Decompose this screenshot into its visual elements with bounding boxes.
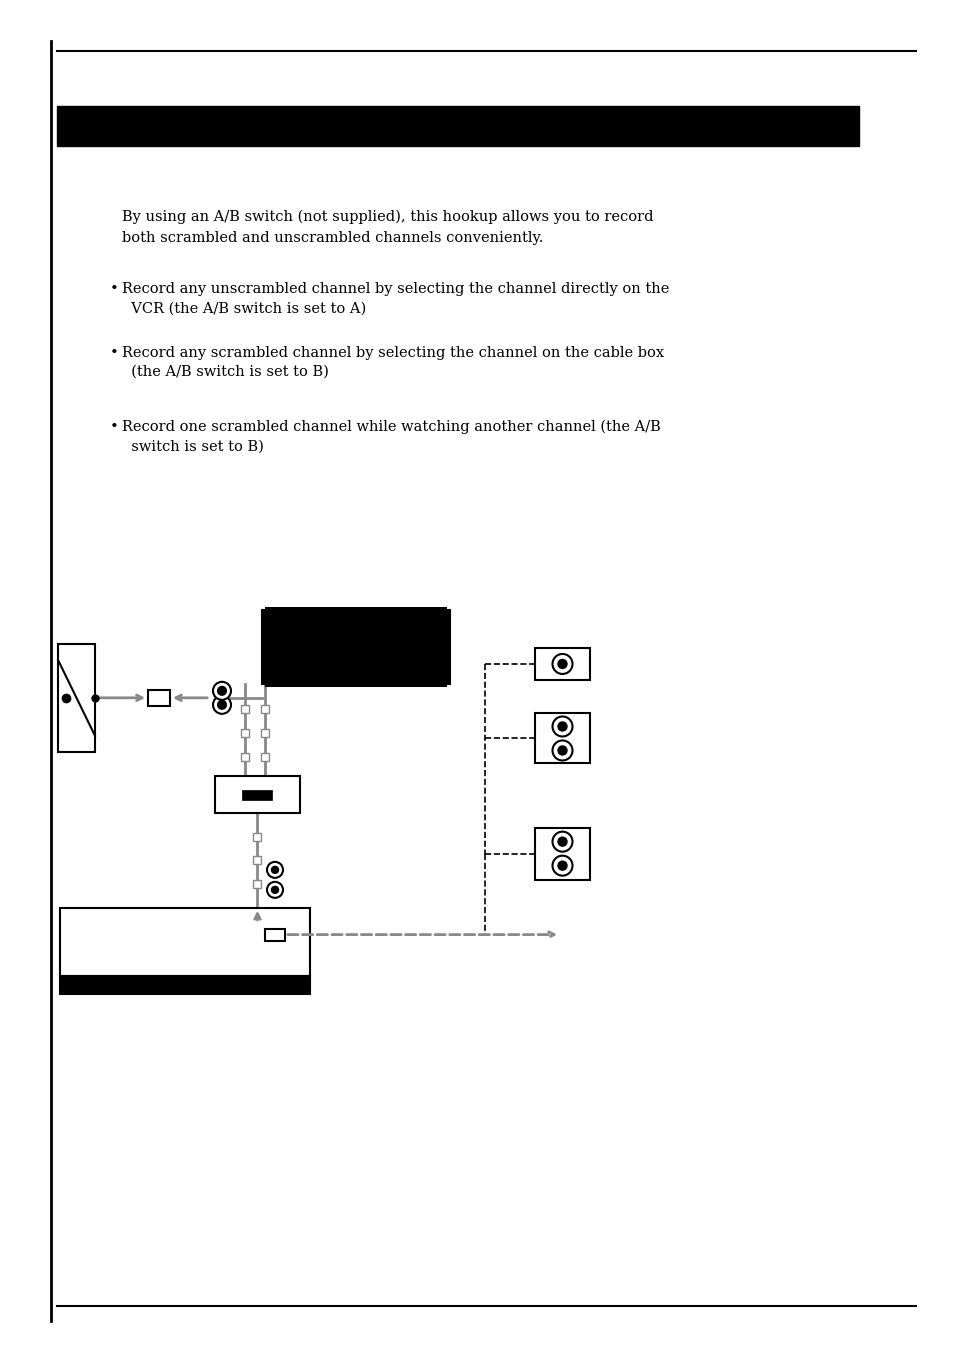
Circle shape <box>213 696 231 714</box>
Circle shape <box>218 687 226 695</box>
Bar <box>261 753 269 762</box>
Bar <box>535 828 589 879</box>
Bar <box>58 644 95 752</box>
Text: Step 3: hookups (continued): Step 3: hookups (continued) <box>71 117 358 136</box>
Bar <box>241 753 249 762</box>
Circle shape <box>213 682 231 699</box>
Circle shape <box>552 855 572 875</box>
Text: •: • <box>110 282 118 295</box>
Text: By using an A/B switch (not supplied), this hookup allows you to record
both scr: By using an A/B switch (not supplied), t… <box>122 210 653 245</box>
Bar <box>253 833 261 840</box>
Bar <box>241 729 249 737</box>
Circle shape <box>552 740 572 760</box>
Bar <box>57 106 858 146</box>
Text: •: • <box>110 420 118 434</box>
Circle shape <box>272 886 278 893</box>
Bar <box>253 856 261 864</box>
Text: •: • <box>110 346 118 359</box>
Bar <box>265 928 285 940</box>
Text: Record any unscrambled channel by selecting the channel directly on the
  VCR (t: Record any unscrambled channel by select… <box>122 282 669 316</box>
Circle shape <box>552 654 572 673</box>
Text: Record one scrambled channel while watching another channel (the A/B
  switch is: Record one scrambled channel while watch… <box>122 420 660 454</box>
Circle shape <box>558 862 566 870</box>
Circle shape <box>267 882 283 898</box>
Bar <box>148 690 170 706</box>
Bar <box>265 607 447 687</box>
Bar <box>60 976 310 993</box>
Bar <box>262 610 450 684</box>
Bar <box>214 776 299 813</box>
Bar <box>242 790 273 799</box>
Circle shape <box>272 866 278 874</box>
Bar <box>261 705 269 713</box>
Bar <box>253 881 261 888</box>
Circle shape <box>552 832 572 852</box>
Circle shape <box>267 862 283 878</box>
Circle shape <box>558 722 566 730</box>
Circle shape <box>558 660 566 668</box>
Text: Record any scrambled channel by selecting the channel on the cable box
  (the A/: Record any scrambled channel by selectin… <box>122 346 663 379</box>
Bar <box>60 908 310 976</box>
Circle shape <box>552 717 572 737</box>
Bar <box>241 705 249 713</box>
Circle shape <box>218 701 226 709</box>
Bar <box>261 729 269 737</box>
Bar <box>535 648 589 680</box>
Circle shape <box>558 837 566 846</box>
Circle shape <box>558 747 566 755</box>
Bar <box>535 714 589 763</box>
